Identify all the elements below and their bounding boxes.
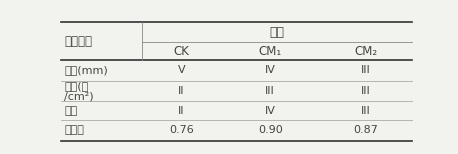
Text: 0.87: 0.87	[354, 125, 378, 135]
Text: II: II	[178, 86, 185, 96]
Text: IV: IV	[265, 106, 276, 116]
Text: III: III	[265, 86, 275, 96]
Text: II: II	[178, 106, 185, 116]
Text: V: V	[178, 65, 185, 75]
Text: 0.76: 0.76	[169, 125, 194, 135]
Text: 密度(蘖
/cm²): 密度(蘖 /cm²)	[64, 81, 94, 101]
Text: IV: IV	[265, 65, 276, 75]
Text: 测定指标: 测定指标	[64, 34, 93, 48]
Text: CK: CK	[174, 45, 190, 58]
Text: III: III	[361, 65, 371, 75]
Text: 均一性: 均一性	[64, 125, 84, 135]
Text: 质地(mm): 质地(mm)	[64, 65, 108, 75]
Text: 菌剂: 菌剂	[270, 26, 285, 39]
Text: 0.90: 0.90	[258, 125, 283, 135]
Text: III: III	[361, 86, 371, 96]
Text: CM₂: CM₂	[354, 45, 377, 58]
Text: III: III	[361, 106, 371, 116]
Text: CM₁: CM₁	[259, 45, 282, 58]
Text: 色泽: 色泽	[64, 106, 77, 116]
